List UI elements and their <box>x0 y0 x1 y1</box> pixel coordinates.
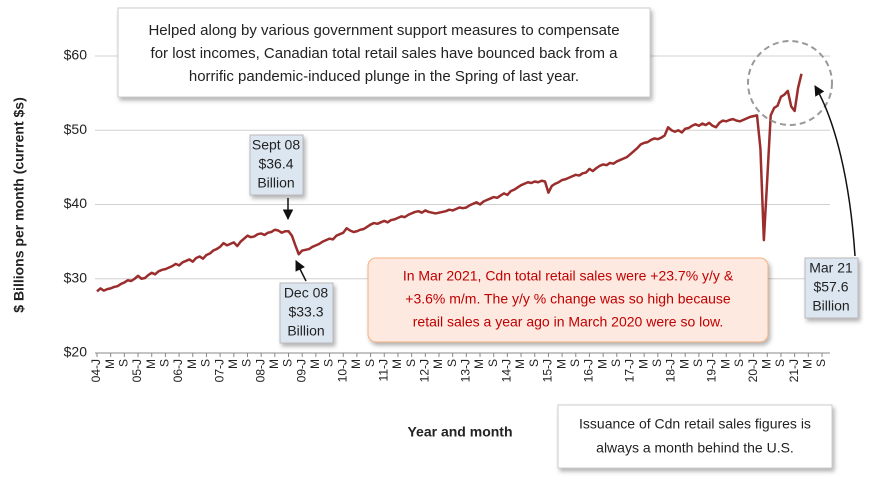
x-axis-label: Year and month <box>407 424 512 440</box>
x-tick-label: M <box>349 359 363 369</box>
x-tick-label: M <box>431 359 445 369</box>
x-tick-label: M <box>267 359 281 369</box>
callout-text: Billion <box>812 298 849 314</box>
x-tick-label: 18-J <box>664 359 678 382</box>
x-tick-label: 11-J <box>376 359 390 381</box>
note-box <box>117 7 651 98</box>
x-tick-label: S <box>773 359 787 367</box>
callout-box <box>804 257 859 319</box>
x-tick-label: 13-J <box>459 359 473 382</box>
x-tick-label: M <box>554 359 568 369</box>
x-tick-label: S <box>240 359 254 367</box>
callout-box <box>249 134 304 196</box>
highlight-box <box>367 257 769 343</box>
data-line <box>96 73 803 293</box>
x-tick-label: S <box>691 359 705 367</box>
x-tick-label: M <box>718 359 732 369</box>
x-tick-label: 12-J <box>417 359 431 382</box>
x-tick-label: S <box>609 359 623 367</box>
x-tick-label: M <box>595 359 609 369</box>
plot <box>96 73 803 293</box>
highlight-text: In Mar 2021, Cdn total retail sales were… <box>403 268 734 284</box>
note-text: Issuance of Cdn retail sales figures is <box>579 416 811 432</box>
x-tick-label: S <box>732 359 746 367</box>
y-axis-label: $ Billions per month (current $s) <box>11 97 27 312</box>
callout-text: Billion <box>257 175 294 191</box>
x-tick-label: S <box>486 359 500 367</box>
x-tick-label: 17-J <box>623 359 637 382</box>
highlight-text: +3.6% m/m. The y/y % change was so high … <box>405 291 731 307</box>
callout-text: $57.6 <box>813 279 848 295</box>
x-tick-label: 21-J <box>787 359 801 382</box>
x-tick-label: M <box>226 359 240 369</box>
x-tick-label: S <box>814 359 828 367</box>
x-tick-label: 07-J <box>212 359 226 382</box>
callout-text: Billion <box>287 323 324 339</box>
x-tick-label: 14-J <box>500 359 514 382</box>
callout-text: $33.3 <box>288 304 323 320</box>
y-tick-label: $40 <box>64 195 88 211</box>
callout-text: Mar 21 <box>809 260 853 276</box>
x-tick-label: M <box>677 359 691 369</box>
x-tick-label: 10-J <box>335 359 349 382</box>
x-tick-label: M <box>636 359 650 369</box>
y-tick-label: $60 <box>64 47 88 63</box>
x-tick-label: S <box>404 359 418 367</box>
x-tick-label: M <box>185 359 199 369</box>
x-tick-label: 06-J <box>171 359 185 382</box>
callout-text: Sept 08 <box>252 137 300 153</box>
callout-text: $36.4 <box>258 156 293 172</box>
y-tick-label: $50 <box>64 121 88 137</box>
highlight-circle <box>747 40 833 126</box>
x-tick-label: M <box>800 359 814 369</box>
arrow <box>814 85 856 257</box>
note-text: horrific pandemic-induced plunge in the … <box>189 68 579 85</box>
x-tick-label: S <box>117 359 131 367</box>
x-tick-label: S <box>568 359 582 367</box>
note-text: for lost incomes, Canadian total retail … <box>151 45 619 62</box>
x-tick-label: M <box>513 359 527 369</box>
note-box <box>557 404 833 469</box>
note-text: always a month behind the U.S. <box>596 440 794 456</box>
x-tick-label: M <box>103 359 117 369</box>
x-tick-label: S <box>199 359 213 367</box>
x-tick-label: 09-J <box>294 359 308 382</box>
x-tick-label: S <box>158 359 172 367</box>
x-tick-label: S <box>650 359 664 367</box>
x-tick-label: 08-J <box>253 359 267 382</box>
x-tick-label: M <box>390 359 404 369</box>
callout-box <box>279 282 334 344</box>
x-tick-label: 16-J <box>582 359 596 382</box>
x-tick-label: S <box>527 359 541 367</box>
arrow <box>295 260 307 282</box>
x-tick-label: S <box>363 359 377 367</box>
highlight-text: retail sales a year ago in March 2020 we… <box>413 314 724 330</box>
y-tick-label: $30 <box>64 269 88 285</box>
x-tick-label: M <box>759 359 773 369</box>
x-tick-label: S <box>281 359 295 367</box>
note-text: Helped along by various government suppo… <box>148 22 619 39</box>
x-tick-label: M <box>308 359 322 369</box>
x-tick-label: 15-J <box>541 359 555 382</box>
x-tick-label: M <box>472 359 486 369</box>
x-tick-label: 04-J <box>89 359 103 382</box>
x-tick-label: S <box>322 359 336 367</box>
x-tick-label: 05-J <box>130 359 144 382</box>
callout-text: Dec 08 <box>284 285 329 301</box>
x-tick-label: 20-J <box>746 359 760 382</box>
x-tick-label: S <box>445 359 459 367</box>
x-tick-label: 19-J <box>705 359 719 382</box>
y-tick-label: $20 <box>64 344 88 360</box>
x-tick-label: M <box>144 359 158 369</box>
